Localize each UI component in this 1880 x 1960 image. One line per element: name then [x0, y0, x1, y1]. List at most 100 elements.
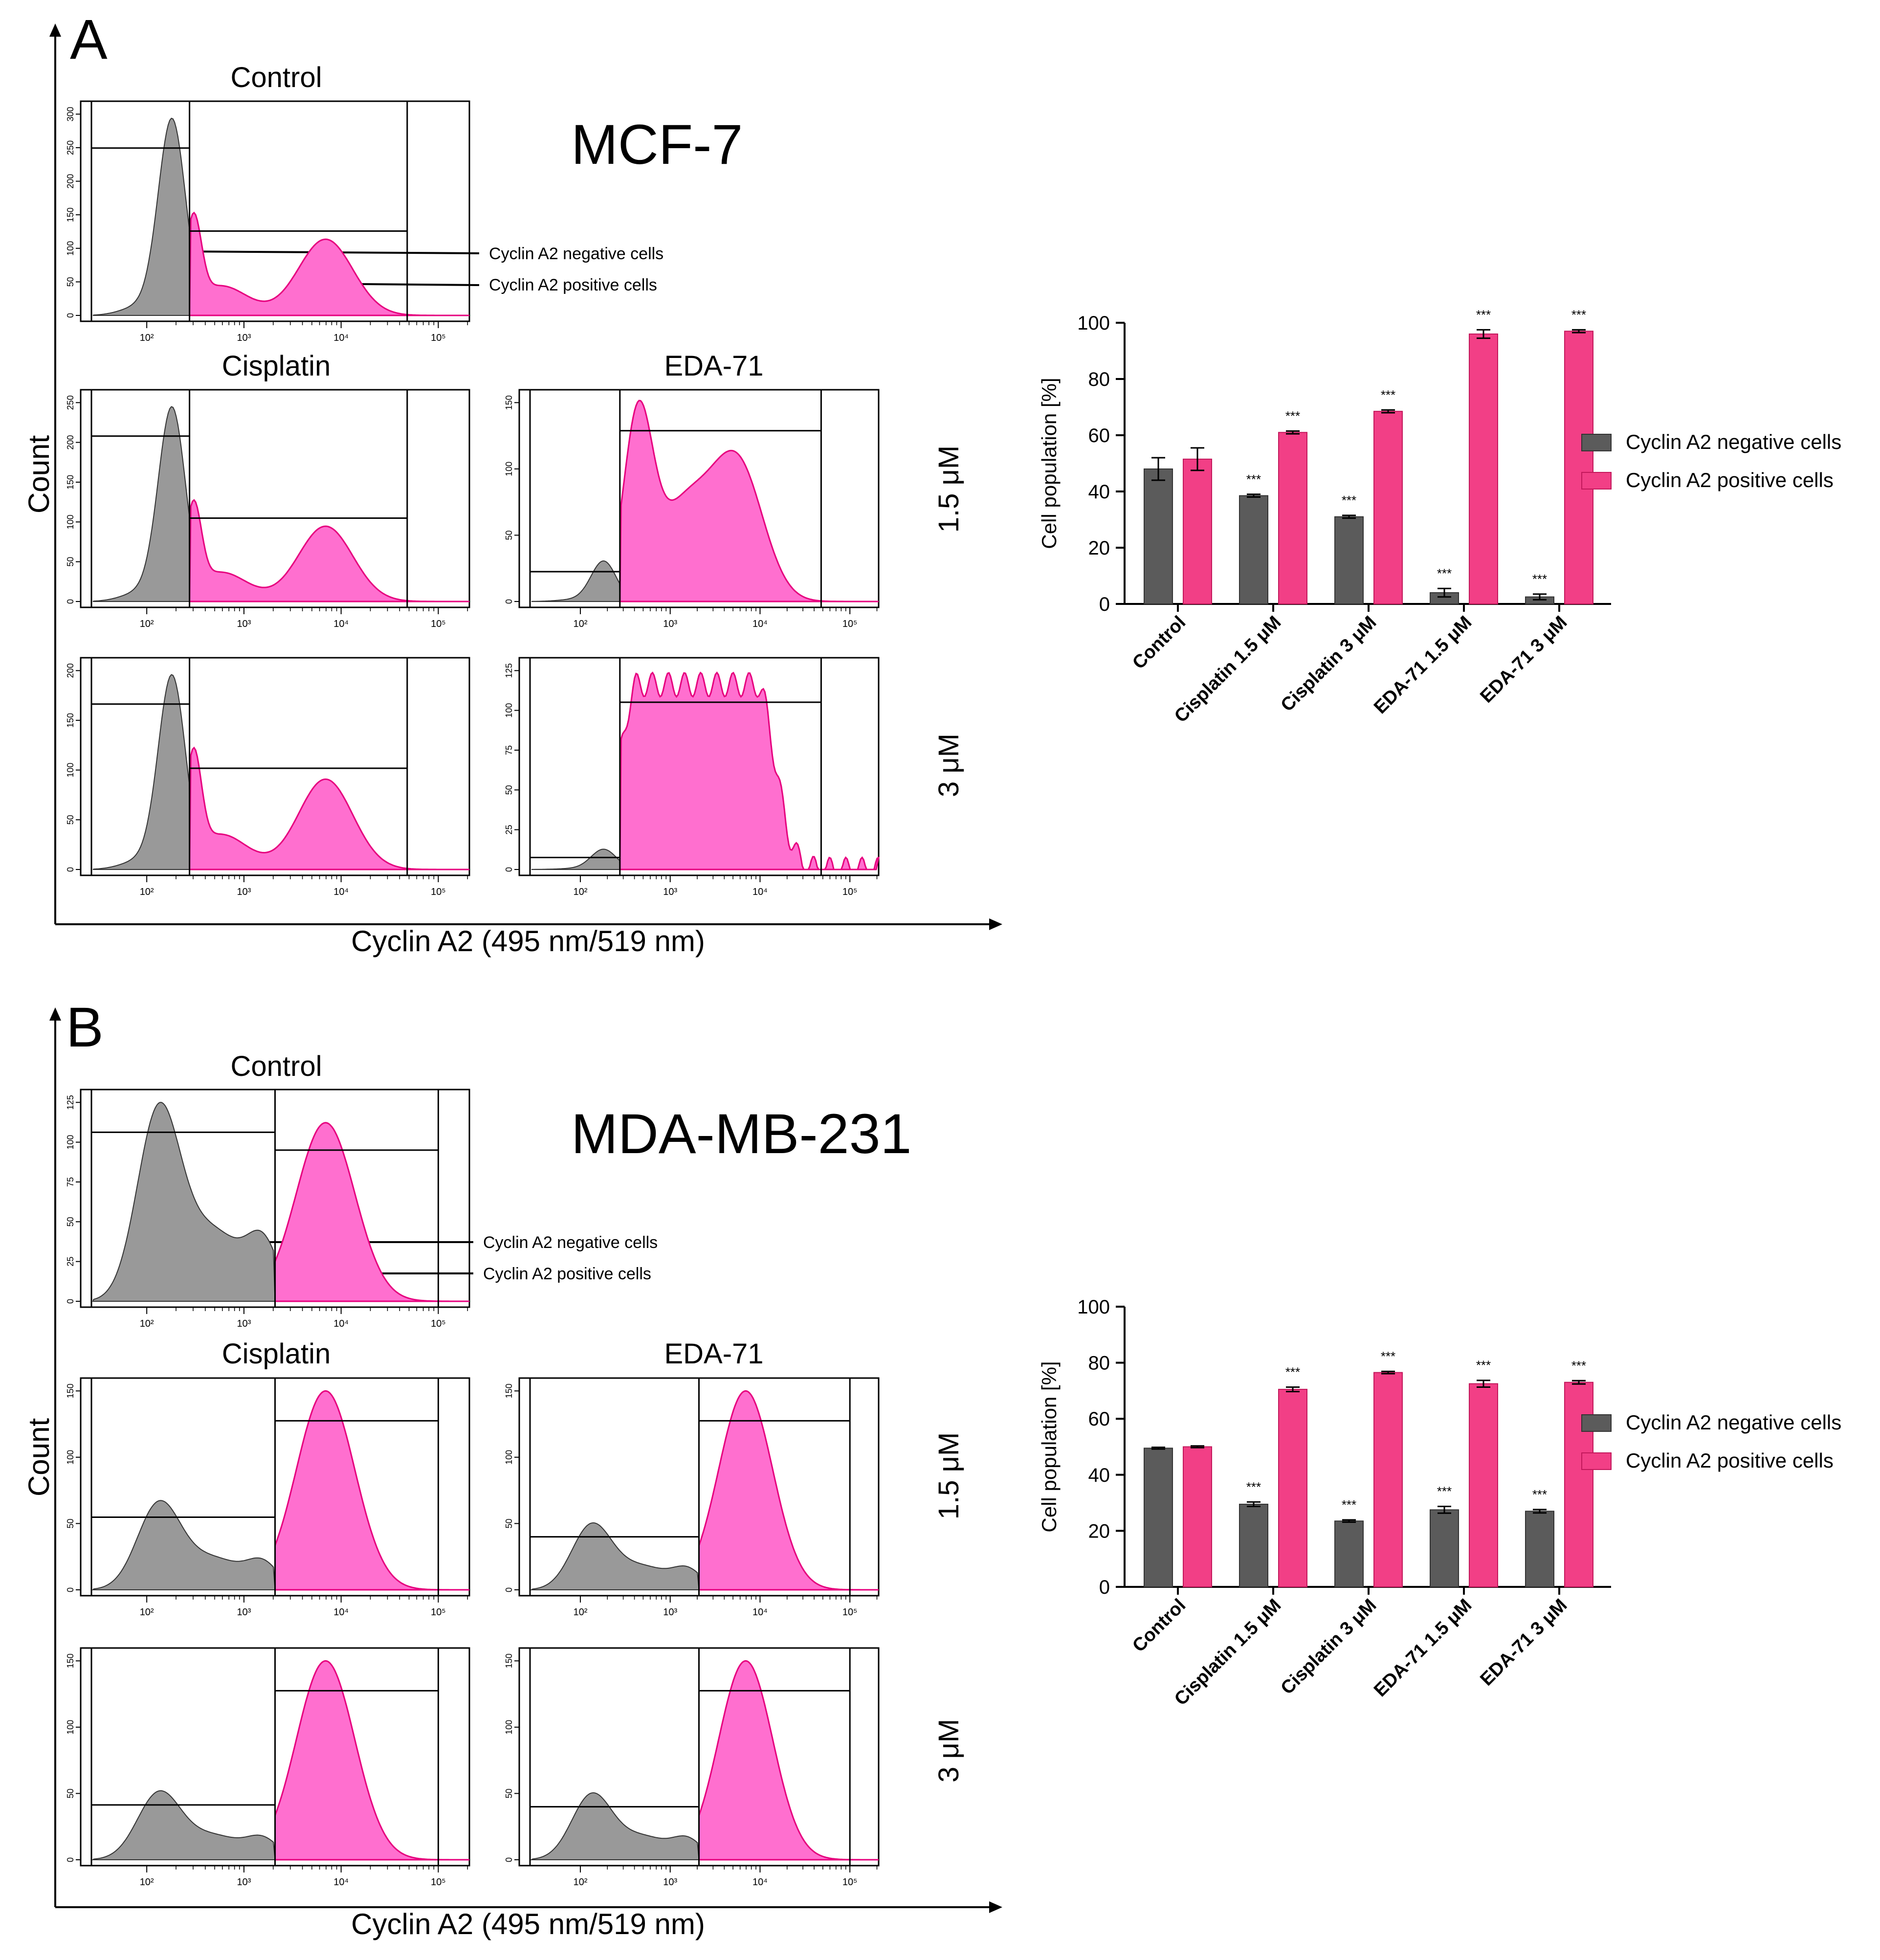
bar-significance-label: ***	[1342, 1497, 1356, 1512]
histogram-y-tick-label: 100	[504, 1720, 514, 1735]
histogram-positive-area	[619, 400, 879, 602]
panel-a-letter: A	[70, 8, 108, 71]
panel-a-col-title-eda: EDA-71	[664, 350, 763, 382]
histogram-y-tick-label: 100	[66, 763, 75, 778]
panel-b-y-arrowhead	[49, 1007, 61, 1021]
bar-positive	[1469, 1383, 1498, 1587]
panel-b-arrow-label-positive: Cyclin A2 positive cells	[483, 1265, 651, 1283]
histogram-x-tick-label: 10²	[140, 1607, 154, 1618]
histogram-y-tick-label: 200	[66, 174, 75, 189]
bar-significance-label: ***	[1437, 566, 1452, 580]
histogram-negative-area	[92, 1102, 276, 1302]
histogram-x-tick-label: 10³	[663, 887, 677, 897]
bar-y-tick-label: 100	[1077, 1296, 1110, 1318]
histogram-x-tick-label: 10²	[140, 619, 154, 629]
panel-a-x-arrowhead	[989, 918, 1002, 930]
panel-b-col-title-cisplatin: Cisplatin	[222, 1338, 331, 1370]
histogram-y-tick-label: 150	[66, 475, 75, 490]
histogram-frame	[80, 389, 470, 608]
histogram-mcf7-cisplatin_low: 0 50 100 150 200 250 10² 10³ 10⁴ 10⁵	[66, 389, 470, 629]
panel-b-arrow-label-negative: Cyclin A2 negative cells	[483, 1233, 658, 1252]
histogram-mdamb231-eda_low: 0 50 100 150 10² 10³ 10⁴ 10⁵	[504, 1377, 880, 1618]
bar-significance-label: ***	[1285, 1364, 1300, 1379]
histogram-y-tick-label: 125	[66, 1095, 75, 1110]
histogram-x-tick-label: 10³	[237, 1318, 251, 1329]
bar-y-axis-label: Cell population [%]	[1038, 378, 1061, 549]
panel-a-row-label-high: 3 μM	[933, 734, 965, 797]
histogram-x-tick-label: 10⁵	[842, 887, 858, 897]
histogram-x-tick-label: 10²	[140, 887, 154, 897]
bar-y-tick-label: 60	[1088, 425, 1110, 446]
histogram-frame	[80, 100, 470, 322]
histogram-x-tick-label: 10³	[237, 619, 251, 629]
bar-negative	[1239, 1503, 1268, 1588]
bar-category-label: Cisplatin 1.5 μM	[1171, 1595, 1285, 1710]
histogram-frame	[80, 657, 470, 876]
panel-b-cell-line: MDA-MB-231	[571, 1103, 912, 1165]
bar-category-label: EDA-71 1.5 μM	[1370, 1595, 1476, 1701]
bar-y-tick-label: 0	[1099, 1577, 1110, 1598]
legend-swatch-positive	[1581, 1452, 1612, 1470]
histogram-y-tick-label: 50	[504, 1518, 514, 1528]
histogram-frame	[518, 657, 880, 876]
legend-swatch-negative	[1581, 434, 1612, 451]
histogram-y-tick-label: 0	[504, 1587, 514, 1592]
histogram-y-tick-label: 100	[504, 462, 514, 476]
bar-significance-label: ***	[1342, 493, 1356, 508]
bar-significance-label: ***	[1246, 472, 1261, 487]
bar-y-tick-label: 80	[1088, 369, 1110, 390]
bar-significance-label: ***	[1532, 572, 1547, 586]
histogram-x-tick-label: 10⁴	[333, 887, 349, 897]
histogram-x-tick-label: 10³	[663, 1607, 677, 1618]
histogram-y-tick-label: 0	[66, 1299, 75, 1304]
bar-positive	[1278, 1389, 1307, 1587]
panel-a-arrow-label-negative: Cyclin A2 negative cells	[489, 245, 664, 263]
histogram-y-tick-label: 0	[66, 1857, 75, 1862]
histogram-x-tick-label: 10⁴	[752, 619, 768, 629]
histogram-positive-area	[619, 671, 880, 870]
histogram-y-tick-label: 150	[504, 395, 514, 410]
panel-a: A MCF-7 Control Cisplatin EDA-71 1.5 μM …	[22, 8, 1002, 958]
panel-b-x-axis-label: Cyclin A2 (495 nm/519 nm)	[351, 1908, 705, 1940]
histogram-y-tick-label: 50	[504, 530, 514, 540]
histogram-x-tick-label: 10⁴	[333, 1318, 349, 1329]
histogram-mcf7-eda_low: 0 50 100 150 10² 10³ 10⁴ 10⁵	[504, 389, 880, 629]
panel-a-row-label-low: 1.5 μM	[933, 445, 965, 533]
bar-positive	[1278, 432, 1307, 604]
bar-significance-label: ***	[1246, 1479, 1261, 1494]
legend-swatch-positive	[1581, 472, 1612, 490]
histogram-positive-area	[274, 1122, 469, 1302]
histogram-negative-area	[91, 1500, 276, 1590]
panel-b-x-arrowhead	[989, 1901, 1002, 1913]
histogram-x-tick-label: 10⁴	[752, 887, 768, 897]
histogram-x-tick-label: 10²	[573, 619, 587, 629]
histogram-mdamb231-control: 0 25 50 75 100 125 10² 10³ 10⁴ 10⁵	[66, 1089, 470, 1329]
histogram-y-tick-label: 125	[504, 663, 514, 678]
histogram-x-tick-label: 10⁵	[431, 1607, 446, 1618]
bar-significance-label: ***	[1437, 1484, 1452, 1499]
histogram-y-tick-label: 100	[66, 1135, 75, 1150]
histogram-y-tick-label: 0	[66, 1587, 75, 1592]
bar-significance-label: ***	[1571, 1358, 1586, 1373]
histogram-x-tick-label: 10⁵	[842, 1877, 858, 1888]
histogram-y-tick-label: 0	[66, 599, 75, 604]
panel-b-y-axis-label: Count	[22, 1418, 55, 1496]
panel-a-col-title-cisplatin: Cisplatin	[222, 350, 331, 382]
bar-negative	[1144, 468, 1173, 604]
bar-y-tick-label: 20	[1088, 1520, 1110, 1542]
histogram-y-tick-label: 50	[504, 785, 514, 795]
histogram-x-tick-label: 10⁴	[333, 1877, 349, 1888]
histogram-mcf7-eda_high: 0 25 50 75 100 125 10² 10³ 10⁴ 10⁵	[504, 657, 880, 897]
histogram-y-tick-label: 0	[66, 313, 75, 318]
bar-negative	[1239, 495, 1268, 604]
bar-negative	[1525, 1511, 1554, 1588]
histogram-negative-area	[530, 1522, 700, 1590]
histogram-frame	[518, 389, 880, 608]
histogram-positive-area	[698, 1660, 879, 1861]
histogram-y-tick-label: 50	[66, 1788, 75, 1798]
histogram-positive-area	[189, 211, 469, 316]
histogram-y-tick-label: 50	[66, 1217, 75, 1226]
bar-negative	[1334, 1520, 1364, 1587]
histogram-y-tick-label: 50	[66, 277, 75, 287]
